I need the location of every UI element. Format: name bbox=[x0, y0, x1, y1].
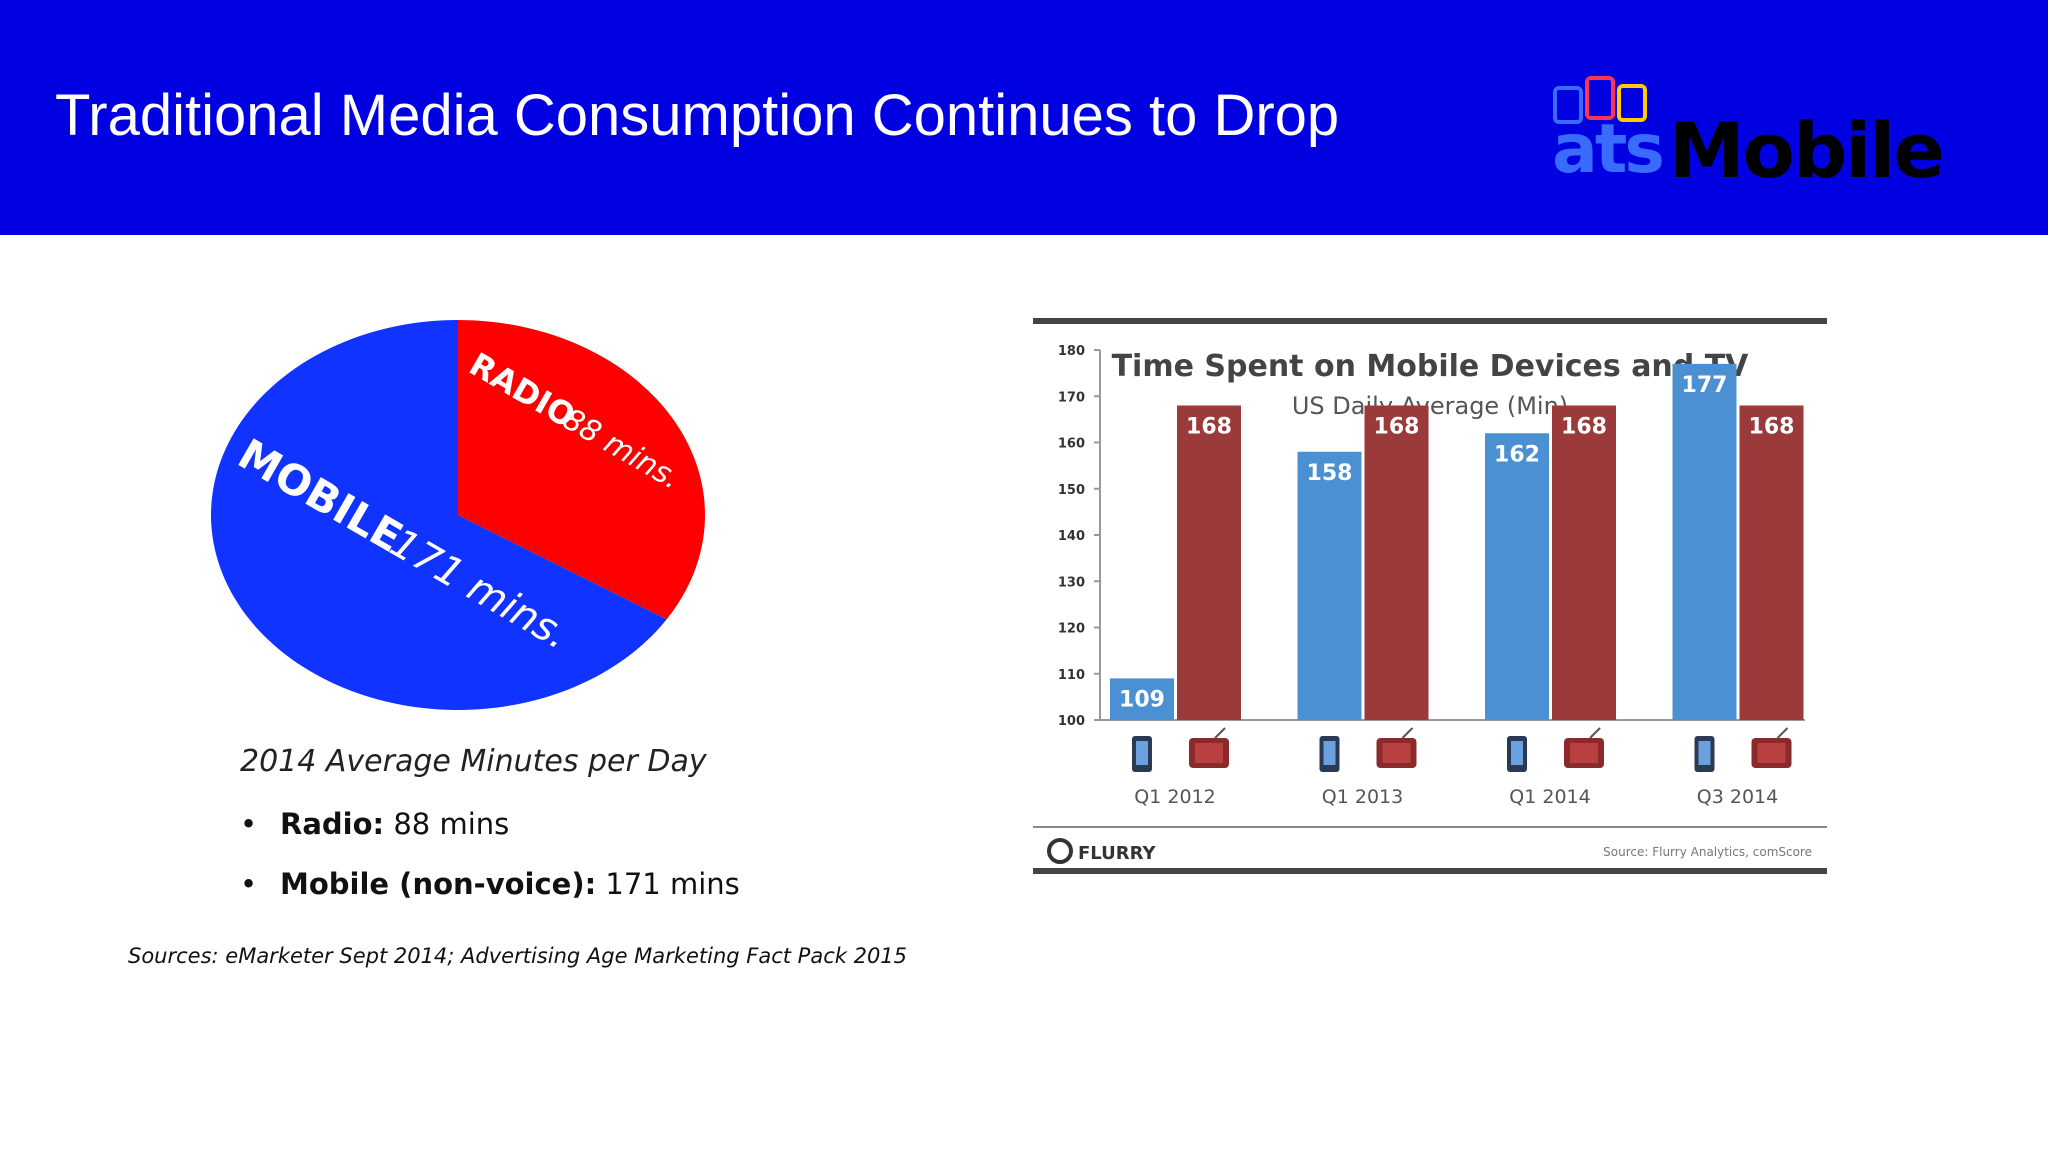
y-tick-label: 130 bbox=[1058, 575, 1085, 590]
bar-mobile bbox=[1297, 451, 1362, 720]
phone-screen-icon bbox=[1323, 741, 1336, 765]
radio-value: 88 mins bbox=[393, 807, 510, 841]
bar-value-label: 177 bbox=[1682, 373, 1728, 398]
list-item-mobile: • Mobile (non-voice): 171 mins bbox=[240, 860, 740, 920]
bar-chart-subtitle: US Daily Average (Min) bbox=[1292, 392, 1568, 420]
y-tick-label: 120 bbox=[1058, 622, 1085, 637]
bullet-icon: • bbox=[240, 807, 258, 841]
bar-value-label: 168 bbox=[1561, 415, 1607, 440]
stats-list: • Radio: 88 mins • Mobile (non-voice): 1… bbox=[240, 800, 740, 920]
mobile-value: 171 mins bbox=[605, 867, 740, 901]
footer-brand: FLURRY bbox=[1078, 843, 1156, 864]
x-category-label: Q1 2012 bbox=[1134, 786, 1215, 808]
bar-value-label: 109 bbox=[1119, 687, 1165, 712]
pie-slice-mobile bbox=[211, 320, 667, 710]
bar-value-label: 168 bbox=[1749, 415, 1795, 440]
logo-ats-text: ats bbox=[1552, 110, 1665, 189]
x-category-label: Q1 2014 bbox=[1509, 786, 1590, 808]
bar-value-label: 158 bbox=[1307, 461, 1353, 486]
bar-tv bbox=[1177, 405, 1241, 720]
radio-label: Radio: bbox=[280, 807, 385, 841]
mobile-label: Mobile (non-voice): bbox=[280, 867, 597, 901]
tv-screen-icon bbox=[1570, 743, 1598, 763]
tv-screen-icon bbox=[1195, 743, 1223, 763]
y-tick-label: 160 bbox=[1058, 437, 1085, 452]
bar-tv bbox=[1739, 405, 1804, 720]
y-tick-label: 150 bbox=[1058, 483, 1085, 498]
tv-antenna-icon bbox=[1214, 727, 1226, 739]
pie-slice-radio bbox=[458, 320, 705, 620]
chart-footer-rule bbox=[1033, 826, 1827, 828]
phone-screen-icon bbox=[1698, 741, 1711, 765]
bar-chart-title: Time Spent on Mobile Devices and TV bbox=[1112, 349, 1750, 384]
pie-chart: RADIO 88 mins. MOBILE 171 mins. bbox=[211, 320, 705, 710]
bar-value-label: 168 bbox=[1374, 415, 1420, 440]
y-tick-label: 100 bbox=[1058, 714, 1085, 729]
chart-bottom-rule bbox=[1033, 868, 1827, 874]
bar-tv bbox=[1364, 405, 1429, 720]
chart-top-rule bbox=[1033, 318, 1827, 324]
x-category-label: Q3 2014 bbox=[1697, 786, 1778, 808]
bar-mobile bbox=[1485, 433, 1549, 720]
list-item-radio: • Radio: 88 mins bbox=[240, 800, 740, 860]
tv-screen-icon bbox=[1757, 743, 1786, 763]
y-tick-label: 180 bbox=[1058, 344, 1085, 359]
y-tick-label: 110 bbox=[1058, 668, 1085, 683]
tv-antenna-icon bbox=[1776, 727, 1789, 739]
tv-antenna-icon bbox=[1589, 727, 1601, 739]
x-category-label: Q1 2013 bbox=[1322, 786, 1403, 808]
pie-caption: 2014 Average Minutes per Day bbox=[240, 744, 707, 779]
phone-screen-icon bbox=[1511, 741, 1523, 765]
page-title: Traditional Media Consumption Continues … bbox=[55, 83, 1340, 148]
bar-chart: Time Spent on Mobile Devices and TV US D… bbox=[1033, 318, 1827, 874]
header-bar: Traditional Media Consumption Continues … bbox=[0, 0, 2048, 235]
bar-tv bbox=[1552, 405, 1616, 720]
flurry-logo-icon bbox=[1047, 838, 1073, 864]
logo-mobile-text: Mobile bbox=[1669, 106, 1945, 195]
bar-mobile bbox=[1110, 678, 1174, 720]
bullet-icon: • bbox=[240, 867, 258, 901]
phone-screen-icon bbox=[1136, 741, 1148, 765]
bar-value-label: 168 bbox=[1186, 415, 1232, 440]
y-tick-label: 140 bbox=[1058, 529, 1085, 544]
footer-source: Source: Flurry Analytics, comScore bbox=[1603, 845, 1812, 859]
tv-antenna-icon bbox=[1401, 727, 1414, 739]
bar-layer: 100 110 120 130 140 150 160 170 180 109 168 Q1 2012… bbox=[1058, 344, 1805, 808]
tv-screen-icon bbox=[1382, 743, 1411, 763]
bar-value-label: 162 bbox=[1494, 442, 1540, 467]
sources-note: Sources: eMarketer Sept 2014; Advertisin… bbox=[128, 944, 908, 968]
ats-mobile-logo: ats Mobile bbox=[1545, 70, 1945, 195]
y-tick-label: 170 bbox=[1058, 390, 1085, 405]
bar-mobile bbox=[1672, 363, 1737, 720]
phones-icon bbox=[1553, 76, 1647, 124]
